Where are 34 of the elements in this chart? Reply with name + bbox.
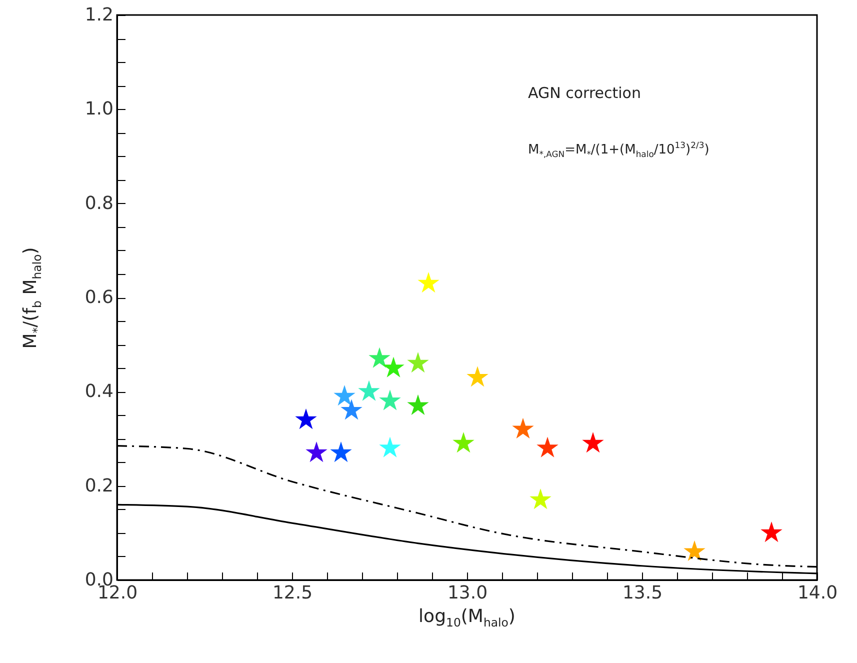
point (407, 352, 429, 373)
point (306, 441, 328, 462)
point (407, 394, 429, 416)
y-tick-label: 0.4 (84, 381, 114, 402)
x-tick-label: 13.5 (622, 582, 663, 604)
point (340, 399, 362, 420)
point (536, 436, 558, 458)
point (582, 432, 604, 453)
point (330, 441, 352, 462)
point (379, 436, 401, 458)
point (334, 384, 356, 406)
point (295, 408, 317, 430)
x-tick-label: 12.5 (272, 582, 313, 604)
point (368, 347, 390, 368)
x-tick-label: 14.0 (797, 582, 838, 604)
y-tick-label: 0.2 (84, 475, 114, 496)
point (382, 356, 404, 378)
point (452, 432, 474, 453)
point (418, 272, 440, 293)
annotation: AGN correction (528, 84, 641, 102)
point (530, 488, 552, 510)
x-tick-label: 13.0 (447, 582, 488, 604)
point (512, 418, 534, 439)
point (684, 540, 706, 561)
y-tick-label: 1.2 (84, 4, 114, 26)
point (466, 366, 488, 387)
y-tick-label: 0.6 (84, 287, 114, 308)
point (358, 380, 380, 401)
x-axis-title: log$_{10}$(M$_{halo}$) (418, 606, 516, 630)
point (760, 522, 782, 542)
y-tick-label: 0.8 (84, 192, 114, 214)
y-tick-label: 1.0 (84, 98, 114, 120)
point (379, 390, 401, 410)
text: M$_{*,AGN}$=M$_{*}$/(1+(M$_{halo}$/10$^{13}$)$^{2/3}$) (528, 140, 710, 159)
